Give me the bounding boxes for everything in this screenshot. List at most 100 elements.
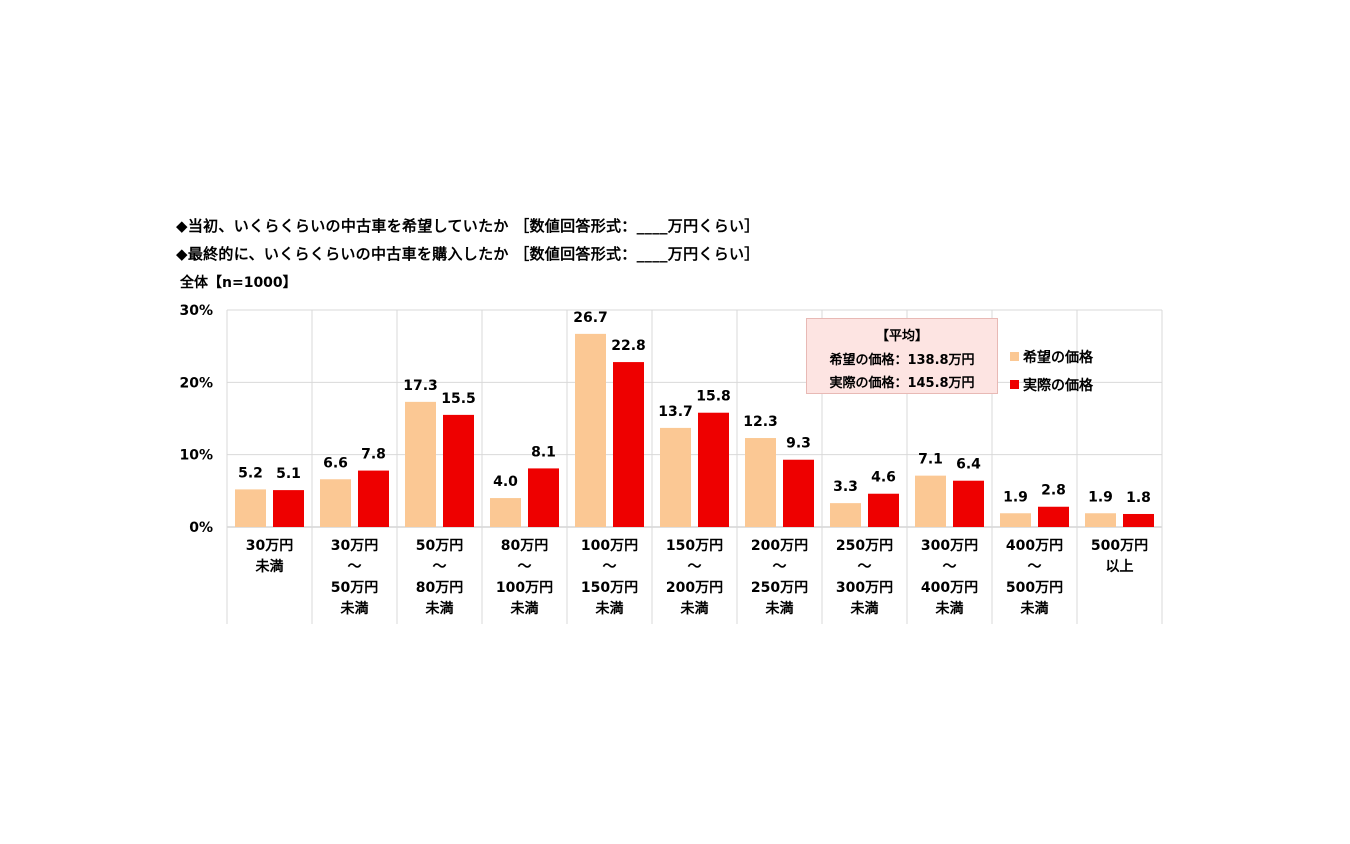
bar-actual bbox=[1123, 513, 1154, 527]
x-tick-label: 200万円 bbox=[751, 538, 808, 554]
bar-hope bbox=[405, 401, 436, 527]
sample-size-label: 全体【n=1000】 bbox=[180, 275, 297, 291]
x-tick-label: 未満 bbox=[511, 600, 539, 617]
x-tick-label: 未満 bbox=[936, 600, 964, 617]
bar-hope bbox=[915, 475, 946, 527]
x-tick-label: ～ bbox=[688, 559, 702, 575]
bar-actual bbox=[528, 468, 559, 527]
bar-hope bbox=[745, 438, 776, 527]
value-label-hope: 4.0 bbox=[493, 474, 518, 490]
value-label-hope: 12.3 bbox=[743, 414, 778, 430]
x-tick-label: ～ bbox=[433, 559, 447, 575]
bar-hope bbox=[320, 479, 351, 527]
bar-hope bbox=[1000, 513, 1031, 527]
bar-actual bbox=[953, 480, 984, 527]
x-tick-label: 100万円 bbox=[581, 538, 638, 554]
value-label-actual: 22.8 bbox=[611, 338, 646, 354]
value-label-hope: 7.1 bbox=[918, 452, 943, 468]
x-tick-label: ～ bbox=[1028, 559, 1042, 575]
bar-hope bbox=[235, 489, 266, 527]
average-box: 【平均】 希望の価格：138.8万円 実際の価格：145.8万円 bbox=[806, 318, 998, 394]
x-tick-label: 250万円 bbox=[836, 538, 893, 554]
bar-actual bbox=[358, 470, 389, 527]
x-tick-label: 150万円 bbox=[581, 580, 638, 596]
x-tick-label: ～ bbox=[518, 559, 532, 575]
value-label-actual: 4.6 bbox=[871, 470, 896, 486]
x-tick-label: 未満 bbox=[766, 600, 794, 617]
x-tick-label: ～ bbox=[943, 559, 957, 575]
x-tick-label: ～ bbox=[348, 559, 362, 575]
value-label-hope: 3.3 bbox=[833, 479, 858, 495]
bar-actual bbox=[613, 362, 644, 527]
x-tick-label: ～ bbox=[858, 559, 872, 575]
x-tick-label: 300万円 bbox=[921, 538, 978, 554]
x-tick-label: 50万円 bbox=[416, 538, 463, 554]
bar-hope bbox=[490, 498, 521, 527]
bar-actual bbox=[868, 493, 899, 527]
x-tick-label: 以上 bbox=[1106, 559, 1134, 575]
y-tick-label: 10% bbox=[179, 448, 213, 464]
question-2-text: ◆最終的に、いくらくらいの中古車を購入したか ［数値回答形式：____万円くらい… bbox=[176, 245, 760, 263]
value-label-hope: 26.7 bbox=[573, 310, 608, 326]
bar-actual bbox=[443, 414, 474, 527]
x-tick-label: 400万円 bbox=[1006, 538, 1063, 554]
value-label-actual: 15.8 bbox=[696, 389, 731, 405]
x-tick-label: 30万円 bbox=[331, 538, 378, 554]
value-label-actual: 2.8 bbox=[1041, 483, 1066, 499]
x-tick-label: 250万円 bbox=[751, 580, 808, 596]
average-hope-price: 希望の価格：138.8万円 bbox=[829, 353, 975, 368]
legend-hope-swatch bbox=[1010, 352, 1019, 361]
x-tick-label: 400万円 bbox=[921, 580, 978, 596]
bar-hope bbox=[1085, 513, 1116, 527]
value-label-hope: 1.9 bbox=[1088, 489, 1113, 505]
legend-actual-swatch bbox=[1010, 380, 1019, 389]
bar-actual bbox=[1038, 506, 1069, 527]
legend-actual: 実際の価格 bbox=[1010, 375, 1093, 395]
y-tick-label: 0% bbox=[189, 520, 213, 536]
x-tick-label: 50万円 bbox=[331, 580, 378, 596]
x-tick-label: 500万円 bbox=[1006, 580, 1063, 596]
value-label-actual: 6.4 bbox=[956, 457, 981, 473]
x-tick-label: ～ bbox=[603, 559, 617, 575]
x-tick-label: 未満 bbox=[256, 558, 284, 575]
x-tick-label: 500万円 bbox=[1091, 538, 1148, 554]
x-tick-label: 未満 bbox=[851, 600, 879, 617]
value-label-hope: 13.7 bbox=[658, 404, 693, 420]
y-tick-label: 30% bbox=[179, 303, 213, 319]
y-tick-label: 20% bbox=[179, 375, 213, 391]
legend-hope-label: 希望の価格 bbox=[1023, 350, 1093, 366]
average-title: 【平均】 bbox=[875, 329, 928, 344]
value-label-actual: 15.5 bbox=[441, 391, 476, 407]
value-label-actual: 5.1 bbox=[276, 466, 301, 482]
bar-actual bbox=[273, 490, 304, 527]
x-tick-label: 未満 bbox=[1021, 600, 1049, 617]
x-tick-label: 200万円 bbox=[666, 580, 723, 596]
value-label-actual: 7.8 bbox=[361, 447, 386, 463]
bar-hope bbox=[660, 427, 691, 527]
bar-hope bbox=[830, 503, 861, 527]
x-tick-label: 80万円 bbox=[416, 580, 463, 596]
x-tick-label: 80万円 bbox=[501, 538, 548, 554]
legend-hope: 希望の価格 bbox=[1010, 347, 1093, 367]
x-tick-label: 100万円 bbox=[496, 580, 553, 596]
value-label-actual: 8.1 bbox=[531, 444, 556, 460]
value-label-actual: 1.8 bbox=[1126, 490, 1151, 506]
x-tick-label: 未満 bbox=[596, 600, 624, 617]
bar-hope bbox=[575, 333, 606, 527]
bar-actual bbox=[698, 412, 729, 527]
x-tick-label: 300万円 bbox=[836, 580, 893, 596]
legend-actual-label: 実際の価格 bbox=[1023, 378, 1093, 394]
value-label-hope: 5.2 bbox=[238, 465, 263, 481]
value-label-actual: 9.3 bbox=[786, 436, 811, 452]
x-tick-label: 30万円 bbox=[246, 538, 293, 554]
x-tick-label: 150万円 bbox=[666, 538, 723, 554]
value-label-hope: 6.6 bbox=[323, 455, 348, 471]
x-tick-label: ～ bbox=[773, 559, 787, 575]
x-tick-label: 未満 bbox=[681, 600, 709, 617]
x-tick-label: 未満 bbox=[341, 600, 369, 617]
value-label-hope: 1.9 bbox=[1003, 489, 1028, 505]
bar-actual bbox=[783, 459, 814, 527]
value-label-hope: 17.3 bbox=[403, 378, 438, 394]
x-tick-label: 未満 bbox=[426, 600, 454, 617]
